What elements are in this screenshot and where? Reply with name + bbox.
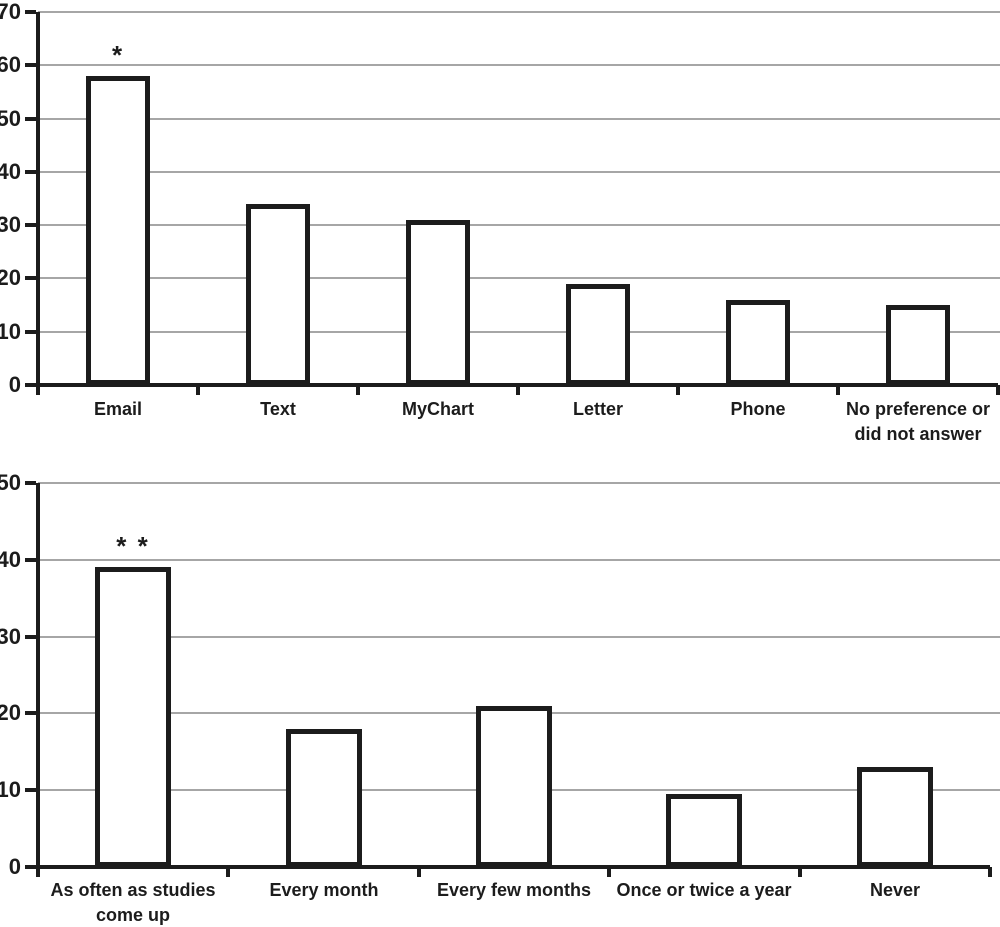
gridline — [38, 277, 1000, 279]
y-tick — [25, 170, 36, 174]
x-tick — [417, 867, 421, 877]
y-tick-label: 30 — [0, 212, 21, 237]
gridline — [38, 118, 1000, 120]
y-tick-label: 0 — [8, 372, 21, 397]
bar-every-few-months — [476, 706, 552, 867]
y-tick — [25, 117, 36, 121]
gridline — [38, 11, 1000, 13]
x-tick — [356, 385, 360, 395]
bar-every-month — [286, 729, 362, 867]
bar-once-or-twice-a-year — [666, 794, 742, 867]
y-tick-label: 50 — [0, 470, 21, 495]
x-tick — [196, 385, 200, 395]
bar-phone — [726, 300, 790, 385]
category-label: Every month — [269, 880, 379, 900]
gridline — [38, 224, 1000, 226]
y-tick-label: 50 — [0, 106, 21, 131]
y-tick — [25, 558, 36, 562]
x-tick — [988, 867, 992, 877]
gridline — [38, 482, 1000, 484]
bar-no-preference-or-did-not-answer — [886, 305, 950, 385]
y-tick — [25, 635, 36, 639]
x-tick — [836, 385, 840, 395]
x-tick — [798, 867, 802, 877]
bar-mychart — [406, 220, 470, 385]
category-label: Text — [260, 399, 296, 419]
y-tick-label: 30 — [0, 624, 21, 649]
y-tick — [25, 383, 36, 387]
x-tick — [226, 867, 230, 877]
y-tick-label: 40 — [0, 159, 21, 184]
category-label: MyChart — [401, 399, 474, 419]
y-tick-label: 10 — [0, 319, 21, 344]
gridline — [38, 331, 1000, 333]
gridline — [38, 171, 1000, 173]
y-tick — [25, 10, 36, 14]
category-label: Never — [869, 880, 921, 900]
category-label: Once or twice a year — [616, 880, 792, 900]
x-tick — [676, 385, 680, 395]
y-tick-label: 40 — [0, 547, 21, 572]
y-tick-label: 20 — [0, 265, 21, 290]
y-tick-label: 20 — [0, 700, 21, 725]
bar-never — [857, 767, 933, 867]
x-tick — [607, 867, 611, 877]
y-tick — [25, 865, 36, 869]
y-tick-label: 60 — [0, 52, 21, 77]
y-tick — [25, 276, 36, 280]
bar-letter — [566, 284, 630, 385]
y-tick-label: 0 — [8, 854, 21, 879]
y-axis — [36, 483, 40, 877]
category-label: Every few months — [436, 880, 592, 900]
x-tick — [516, 385, 520, 395]
significance-asterisk: * — [111, 40, 125, 70]
x-tick — [996, 385, 1000, 395]
gridline — [38, 64, 1000, 66]
category-label: Letter — [572, 399, 623, 419]
y-tick — [25, 63, 36, 67]
x-axis — [36, 865, 990, 869]
y-tick — [25, 481, 36, 485]
y-tick-label: 70 — [0, 0, 21, 24]
y-tick — [25, 711, 36, 715]
gridline — [38, 636, 1000, 638]
category-label: No preference or did not answer — [845, 399, 991, 444]
bar-email — [86, 76, 150, 385]
y-tick — [25, 788, 36, 792]
category-label: As often as studies come up — [50, 880, 216, 925]
y-tick-label: 10 — [0, 777, 21, 802]
y-tick — [25, 223, 36, 227]
category-label: Email — [93, 399, 143, 419]
significance-asterisk: * * — [116, 531, 150, 561]
category-label: Phone — [730, 399, 786, 419]
gridline — [38, 559, 1000, 561]
y-tick — [25, 330, 36, 334]
x-tick — [36, 867, 40, 877]
bar-text — [246, 204, 310, 385]
bar-as-often-as-studies-come-up — [95, 567, 171, 867]
y-axis — [36, 12, 40, 395]
x-tick — [36, 385, 40, 395]
